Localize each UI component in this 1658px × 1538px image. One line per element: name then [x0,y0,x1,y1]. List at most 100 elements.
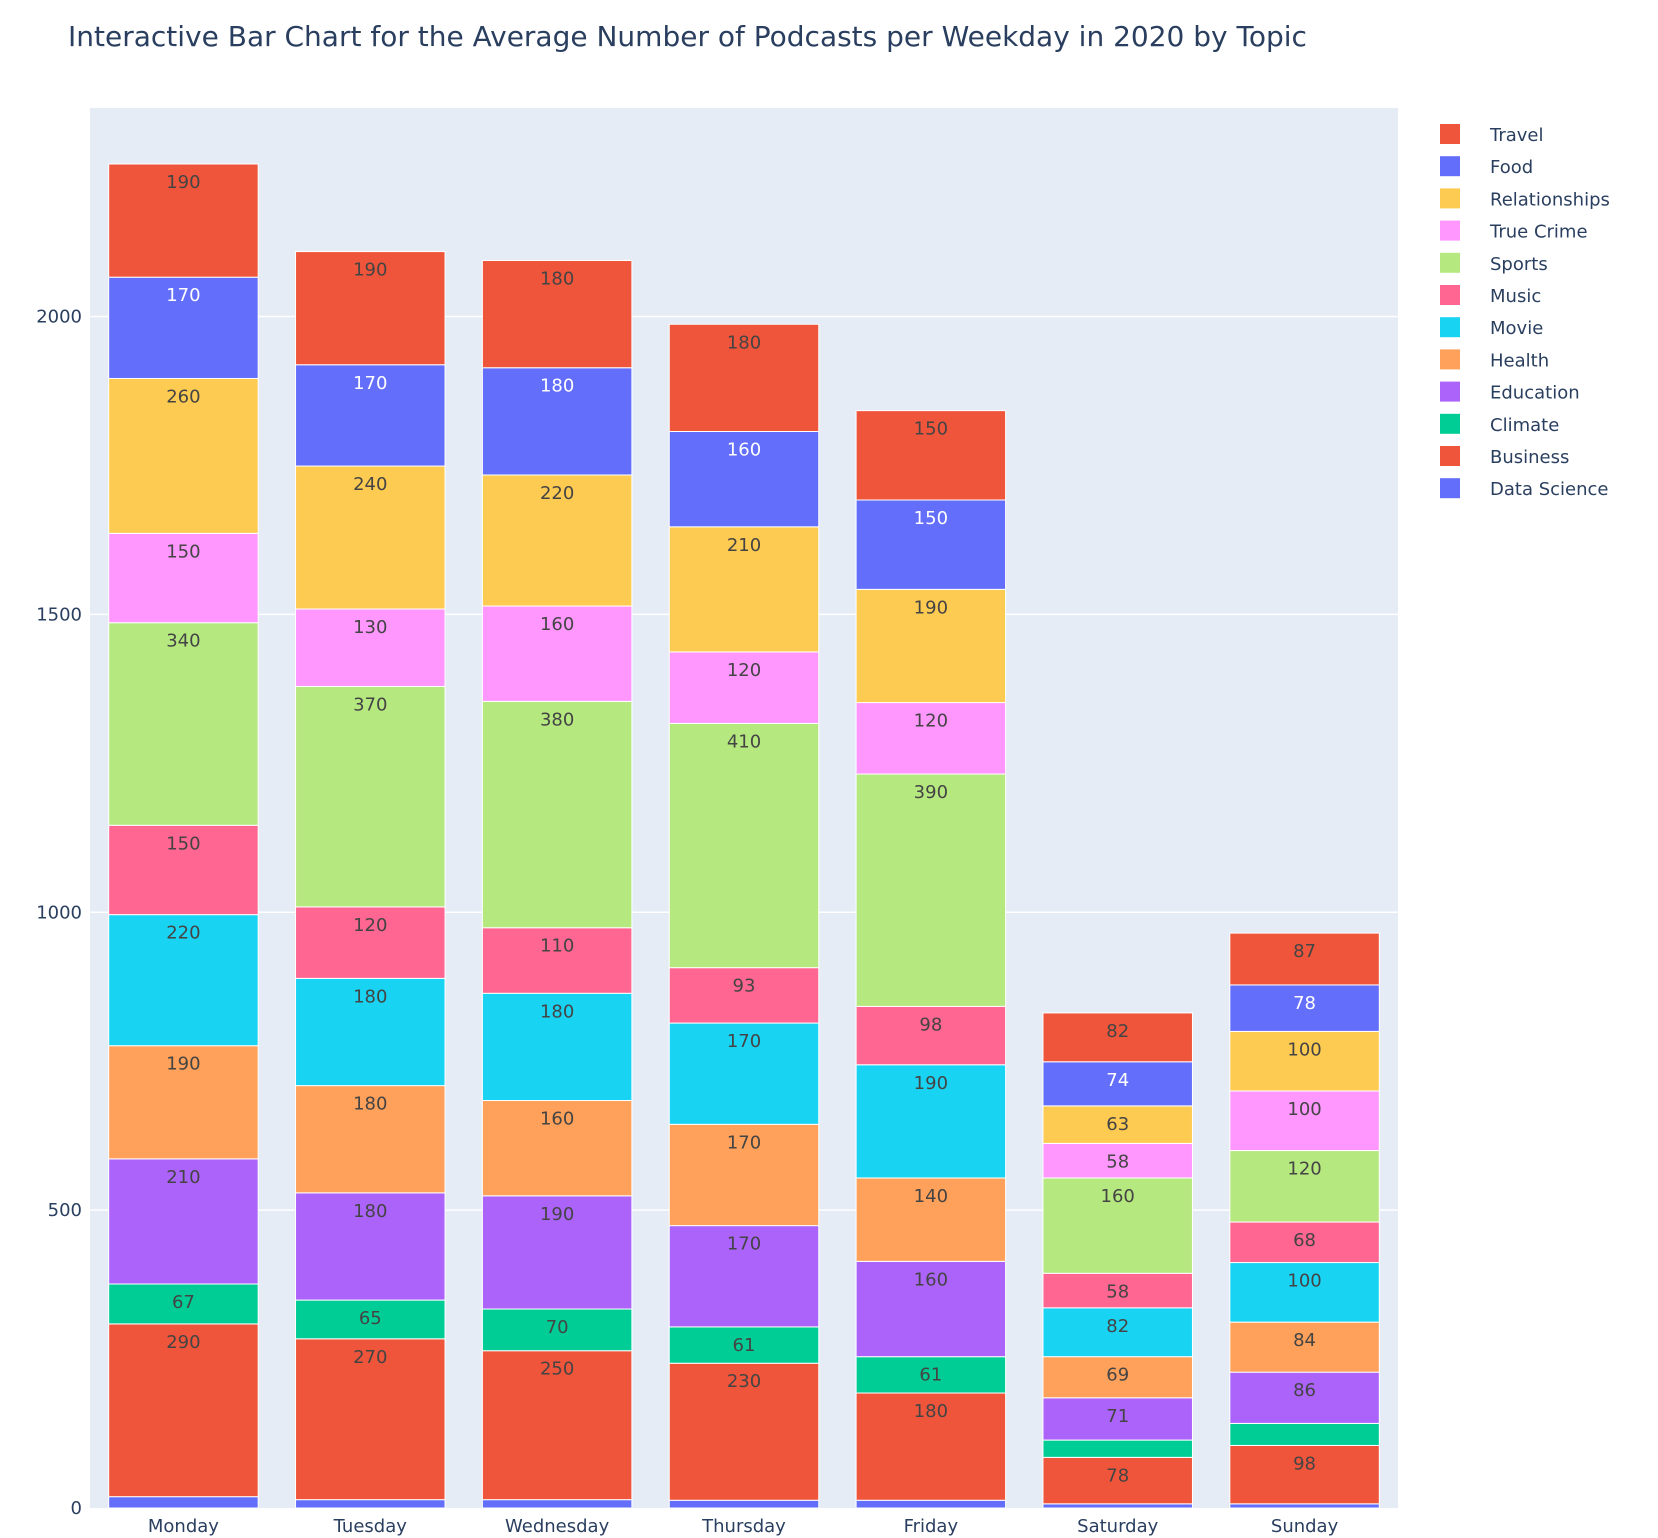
bar-food-thursday[interactable] [668,430,820,528]
bar-true-crime-wednesday[interactable] [481,605,633,702]
bar-health-friday[interactable] [855,1177,1007,1262]
bar-relationships-wednesday[interactable] [481,474,633,607]
legend-item-movie[interactable]: Movie [1440,317,1543,339]
bar-business-wednesday[interactable] [481,1350,633,1501]
legend-item-education[interactable]: Education [1440,381,1580,404]
bar-sports-thursday[interactable] [668,722,820,969]
legend-item-health[interactable]: Health [1440,349,1549,371]
bar-travel-tuesday[interactable] [295,251,446,366]
bar-food-tuesday[interactable] [295,364,446,467]
bars[interactable] [108,163,1380,1509]
bar-climate-thursday[interactable] [668,1326,820,1364]
bar-movie-thursday[interactable] [668,1022,820,1125]
bar-health-sunday[interactable] [1229,1321,1380,1373]
legend-item-data-science[interactable]: Data Science [1440,478,1608,500]
bar-education-monday[interactable] [108,1158,259,1285]
bar-business-thursday[interactable] [668,1362,820,1501]
bar-education-wednesday[interactable] [481,1195,633,1310]
bar-business-tuesday[interactable] [295,1338,446,1501]
bar-climate-sunday[interactable] [1229,1422,1380,1446]
bar-sports-friday[interactable] [855,773,1007,1007]
bar-climate-tuesday[interactable] [295,1299,446,1340]
legend-item-sports[interactable]: Sports [1440,252,1548,275]
legend-swatch [1440,446,1460,466]
bar-sports-sunday[interactable] [1229,1150,1380,1223]
bar-sports-monday[interactable] [108,622,259,826]
bar-sports-saturday[interactable] [1042,1177,1193,1274]
legend[interactable]: Travel Food Relationships True Crime Sports M… [1440,124,1610,500]
bar-value-labels: 290 270 250 230 180 78 98 67 65 70 61 61 210 180 190 17… [166,172,1322,1486]
bar-relationships-monday[interactable] [108,377,259,534]
bar-data-science-tuesday[interactable] [295,1499,446,1509]
bar-education-saturday[interactable] [1042,1397,1193,1441]
bar-climate-monday[interactable] [108,1283,259,1325]
bar-travel-saturday[interactable] [1042,1012,1193,1063]
bar-music-wednesday[interactable] [481,927,633,994]
bar-travel-monday[interactable] [108,163,259,278]
bar-food-wednesday[interactable] [481,367,633,476]
legend-swatch [1440,252,1460,273]
bar-education-tuesday[interactable] [295,1192,446,1301]
bar-label: 180 [353,986,387,1007]
bar-food-friday[interactable] [855,499,1007,590]
legend-item-food[interactable]: Food [1440,156,1533,178]
bar-data-science-thursday[interactable] [668,1499,820,1509]
bar-food-monday[interactable] [108,276,259,379]
legend-item-music[interactable]: Music [1440,285,1541,307]
bar-true-crime-thursday[interactable] [668,651,820,724]
bar-data-science-sunday[interactable] [1229,1503,1380,1509]
bar-label: 410 [727,731,761,752]
bar-sports-wednesday[interactable] [481,700,633,929]
bar-food-saturday[interactable] [1042,1061,1193,1107]
bar-data-science-wednesday[interactable] [481,1499,633,1509]
bar-true-crime-sunday[interactable] [1229,1090,1380,1152]
bar-label: 150 [914,508,948,529]
bar-label: 100 [1287,1099,1321,1120]
bar-sports-tuesday[interactable] [295,685,446,908]
legend-item-true-crime[interactable]: True Crime [1440,220,1588,243]
bar-relationships-thursday[interactable] [668,526,820,653]
bar-education-thursday[interactable] [668,1225,820,1328]
bar-relationships-sunday[interactable] [1229,1030,1380,1092]
bar-music-thursday[interactable] [668,967,820,1024]
bar-music-tuesday[interactable] [295,906,446,979]
bar-relationships-saturday[interactable] [1042,1105,1193,1144]
bar-business-monday[interactable] [108,1323,259,1498]
x-tick-label: Sunday [1271,1516,1339,1537]
bar-education-sunday[interactable] [1229,1371,1380,1424]
bar-travel-wednesday[interactable] [481,260,633,369]
bar-data-science-friday[interactable] [855,1499,1007,1509]
bar-movie-sunday[interactable] [1229,1262,1380,1323]
legend-item-climate[interactable]: Climate [1440,413,1559,436]
chart-title: Interactive Bar Chart for the Average Nu… [68,20,1307,53]
bar-health-tuesday[interactable] [295,1085,446,1194]
bar-movie-tuesday[interactable] [295,977,446,1087]
bar-data-science-monday[interactable] [108,1496,259,1509]
bar-true-crime-friday[interactable] [855,702,1007,775]
legend-item-business[interactable]: Business [1440,446,1569,468]
bar-travel-thursday[interactable] [668,323,820,432]
bar-true-crime-monday[interactable] [108,532,259,624]
bar-true-crime-tuesday[interactable] [295,608,446,687]
bar-movie-monday[interactable] [108,914,259,1047]
legend-item-relationships[interactable]: Relationships [1440,188,1610,210]
bar-data-science-saturday[interactable] [1042,1503,1193,1509]
bar-travel-friday[interactable] [855,410,1007,501]
bar-movie-wednesday[interactable] [481,992,633,1102]
bar-movie-saturday[interactable] [1042,1307,1193,1358]
bar-business-sunday[interactable] [1229,1444,1380,1505]
bar-travel-sunday[interactable] [1229,932,1380,986]
bar-music-friday[interactable] [855,1005,1007,1066]
bar-music-saturday[interactable] [1042,1272,1193,1309]
bar-relationships-tuesday[interactable] [295,465,446,610]
legend-item-travel[interactable]: Travel [1440,124,1544,146]
bar-climate-wednesday[interactable] [481,1308,633,1352]
bar-label: 230 [727,1371,761,1392]
bar-business-saturday[interactable] [1042,1456,1193,1505]
bar-climate-saturday[interactable] [1042,1439,1193,1458]
bar-music-monday[interactable] [108,824,259,916]
bar-business-friday[interactable] [855,1392,1007,1501]
bar-education-friday[interactable] [855,1260,1007,1358]
bar-health-monday[interactable] [108,1045,259,1160]
bar-health-thursday[interactable] [668,1123,820,1227]
